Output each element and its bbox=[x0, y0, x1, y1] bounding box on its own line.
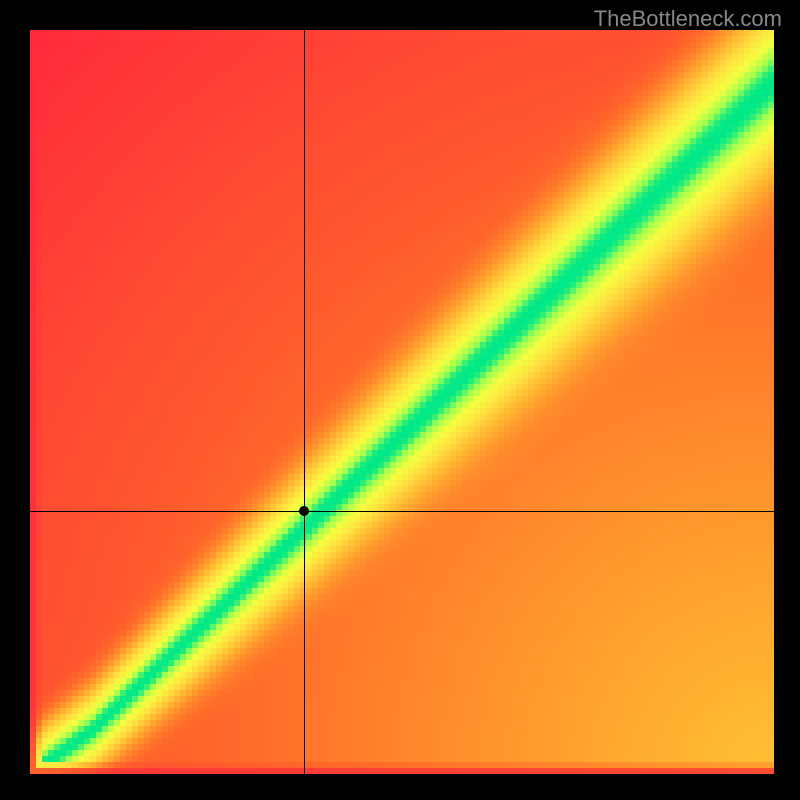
heatmap-canvas bbox=[30, 30, 774, 774]
marker-dot bbox=[299, 506, 309, 516]
chart-container: TheBottleneck.com bbox=[0, 0, 800, 800]
crosshair-vertical bbox=[304, 30, 305, 774]
crosshair-horizontal bbox=[30, 511, 774, 512]
plot-area bbox=[30, 30, 774, 774]
watermark-text: TheBottleneck.com bbox=[594, 6, 782, 32]
